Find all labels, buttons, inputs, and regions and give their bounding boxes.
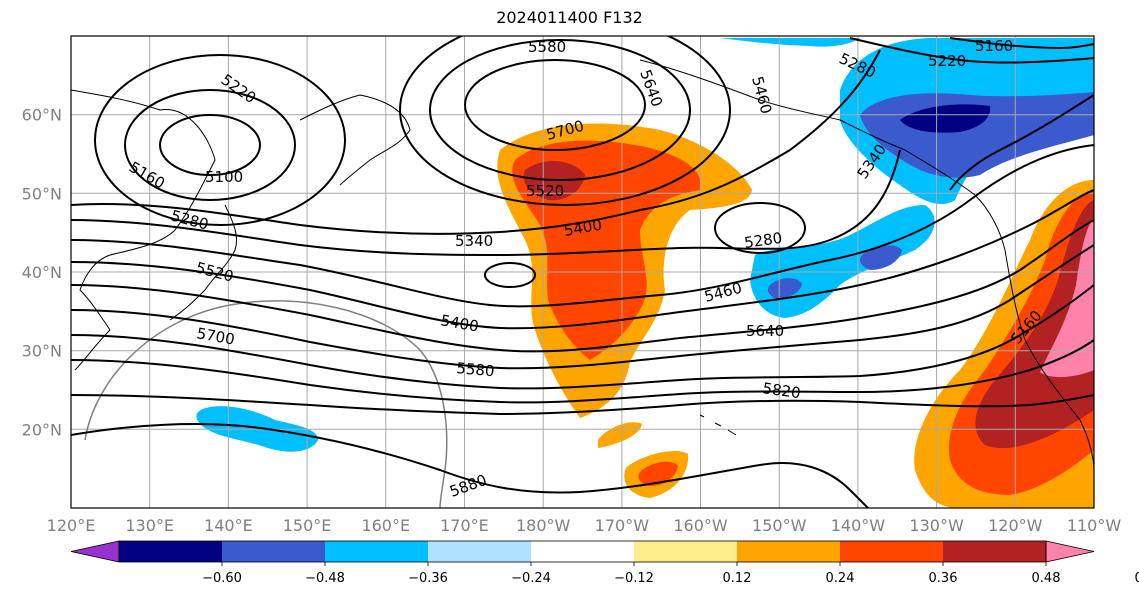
longitude-label: 130°E (125, 516, 174, 535)
latitude-label: 50°N (22, 184, 62, 203)
colorbar-segment (119, 541, 222, 562)
coastline-north-america (1004, 249, 1094, 471)
colorbar-extend-high (1045, 540, 1095, 563)
coastline-japan (169, 204, 238, 321)
colorbar-tick-label: 0.48 (1032, 571, 1061, 586)
colorbar-segment (325, 541, 428, 562)
positive-anomaly-small-2-core (638, 461, 678, 486)
coastline-hawaii (699, 414, 737, 436)
negative-anomaly-top (720, 38, 860, 47)
longitude-label: 160°E (361, 516, 410, 535)
contour-label-5580-top: 5580 (528, 38, 566, 56)
colorbar-tick-label: −0.60 (202, 571, 242, 586)
colorbar-tick-label: 0.60 (1135, 571, 1139, 586)
colorbar-segment (531, 541, 634, 562)
latitude-tick-labels: 60°N 50°N 40°N 30°N 20°N (22, 106, 62, 440)
longitude-label: 110°W (1067, 516, 1122, 535)
colorbar-segment (428, 541, 531, 562)
longitude-label: 120°E (47, 516, 96, 535)
contour-label-5580-low: 5580 (456, 359, 496, 380)
longitude-tick-labels: 120°E 130°E 140°E 150°E 160°E 170°E 180°W 170°W… (47, 516, 1122, 535)
longitude-label: 140°E (204, 516, 253, 535)
colorbar-extend-low (70, 540, 120, 563)
colorbar-outline (118, 540, 1047, 563)
contour-label-5100: 5100 (205, 168, 243, 186)
contour-label-5280-mid: 5280 (743, 229, 783, 252)
longitude-label: 130°W (909, 516, 964, 535)
latitude-label: 20°N (22, 420, 62, 439)
latitude-label: 60°N (22, 106, 62, 125)
contour-label-5220-east: 5220 (928, 52, 966, 70)
colorbar-tick-label: −0.48 (305, 571, 345, 586)
longitude-label: 170°W (595, 516, 650, 535)
longitude-label: 150°W (752, 516, 807, 535)
colorbar-segments (70, 540, 1095, 563)
colorbar: −0.60 −0.48 −0.36 −0.24 −0.12 0.12 0.24 0.36 0.4… (70, 540, 1139, 586)
positive-anomaly-east-core (975, 200, 1094, 449)
colorbar-segment (222, 541, 325, 562)
positive-anomaly-east-max (1040, 218, 1094, 378)
height-contours (71, 36, 1094, 508)
latitude-label: 30°N (22, 342, 62, 361)
longitude-label: 140°W (831, 516, 886, 535)
contour-label-5820: 5820 (761, 379, 801, 402)
negative-anomaly-tongue-core2 (767, 278, 802, 299)
graticule (71, 36, 1094, 508)
colorbar-tick-label: 0.24 (826, 571, 855, 586)
coastline-kamchatka (299, 94, 411, 186)
contour-label-5160-top: 5160 (975, 37, 1013, 55)
negative-anomaly-tongue-core1 (860, 245, 902, 270)
colorbar-tick-label: 0.36 (929, 571, 958, 586)
longitude-label: 120°W (988, 516, 1043, 535)
colorbar-segment (737, 541, 840, 562)
map-panel: 5580 5220 5160 5100 5280 5520 5700 5700 … (71, 36, 1094, 508)
latitude-label: 40°N (22, 263, 62, 282)
colorbar-tick-label: −0.36 (408, 571, 448, 586)
longitude-label: 160°W (673, 516, 728, 535)
map-title: 2024011400 F132 (496, 8, 643, 27)
colorbar-tick-label: 0.12 (723, 571, 752, 586)
colorbar-ticks: −0.60 −0.48 −0.36 −0.24 −0.12 0.12 0.24 0.36 0.4… (202, 562, 1139, 586)
longitude-label: 180°W (516, 516, 571, 535)
contour-label-5520-mid: 5520 (526, 182, 564, 200)
colorbar-segment (840, 541, 943, 562)
colorbar-segment (943, 541, 1046, 562)
contour-label-5640: 5640 (746, 322, 784, 340)
positive-anomaly-small-1 (598, 422, 642, 448)
colorbar-tick-label: −0.24 (511, 571, 551, 586)
negative-anomaly-alaska-core (900, 104, 991, 133)
coastline-asia (71, 89, 216, 371)
reference-circle (84, 300, 448, 508)
longitude-label: 150°E (283, 516, 332, 535)
colorbar-segment (634, 541, 737, 562)
colorbar-tick-label: −0.12 (614, 571, 654, 586)
longitude-label: 170°E (440, 516, 489, 535)
contour-label-5340-mid: 5340 (455, 232, 493, 250)
map-frame (70, 35, 1095, 509)
